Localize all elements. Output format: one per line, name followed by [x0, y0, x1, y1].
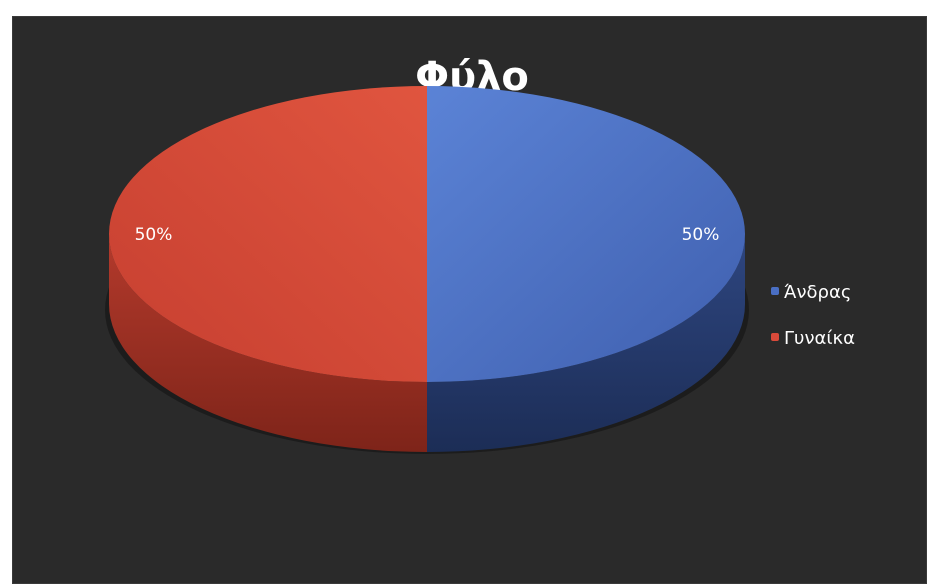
legend-entry-female: Γυναίκα: [784, 328, 855, 349]
pie-group: [105, 86, 749, 454]
legend: Άνδρας Γυναίκα: [771, 282, 855, 349]
legend-swatch-male: [771, 287, 779, 295]
legend-swatch-female: [771, 333, 779, 341]
chart-area: Φύλο 50% 50% Άνδρας Γυναίκα: [12, 16, 927, 584]
pie-side-male: [427, 234, 745, 452]
data-label-male: 50%: [682, 225, 720, 245]
pie-side-female: [109, 234, 427, 452]
legend-entry-male: Άνδρας: [784, 282, 851, 303]
pie-slice-female[interactable]: [109, 86, 427, 382]
pie-slice-male[interactable]: [427, 86, 745, 382]
data-label-female: 50%: [135, 225, 173, 245]
data-labels: 50% 50%: [135, 225, 720, 245]
